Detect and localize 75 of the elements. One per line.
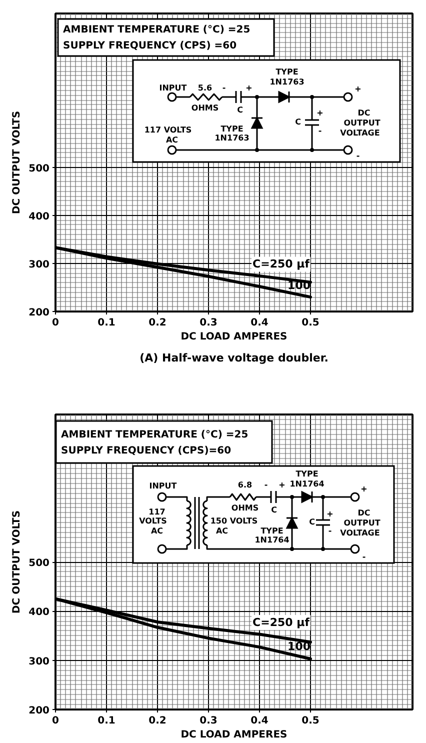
annotation: AC xyxy=(150,526,164,536)
y-axis-title: DC OUTPUT VOLTS xyxy=(12,510,23,614)
annotation: - xyxy=(356,152,360,160)
annotation: + xyxy=(326,510,334,518)
annotation: TYPE xyxy=(260,526,284,536)
x-tick-label: 0.3 xyxy=(200,716,218,726)
annotation: 117 xyxy=(148,508,166,516)
x-tick-label: 0.4 xyxy=(250,318,268,328)
x-tick-label: 0.1 xyxy=(98,716,116,726)
annotation: DC xyxy=(358,508,370,518)
y-tick-label: 200 xyxy=(28,706,50,716)
annotation: INPUT xyxy=(159,84,188,92)
annotation: VOLTAGE xyxy=(340,528,380,538)
series-label: C=250 μf xyxy=(252,258,310,271)
annotation: AC xyxy=(166,136,178,144)
annotation: C xyxy=(237,106,244,114)
y-tick-label: 500 xyxy=(28,163,50,174)
annotation: OHMS xyxy=(231,504,259,512)
series-label: 100 xyxy=(288,640,311,654)
annotation: C xyxy=(309,518,316,526)
annotation: + xyxy=(354,84,362,94)
annotation: VOLTAGE xyxy=(340,128,380,138)
annotation: AMBIENT TEMPERATURE (°C) =25 xyxy=(63,24,250,36)
annotation: 117 VOLTS xyxy=(144,126,192,134)
x-tick-label: 0.1 xyxy=(98,318,116,328)
x-axis-title: DC LOAD AMPERES xyxy=(180,730,288,740)
x-tick-label: 0.5 xyxy=(302,716,320,726)
annotation: - xyxy=(318,126,322,136)
annotation: TYPE xyxy=(296,470,318,478)
annotation: 5.6 xyxy=(198,84,213,92)
annotation: - xyxy=(264,480,268,490)
annotation: TYPE xyxy=(220,124,244,134)
y-tick-label: 200 xyxy=(28,308,50,318)
y-axis-title: DC OUTPUT VOLTS xyxy=(12,110,23,214)
series-label: C=250 μf xyxy=(252,616,310,629)
annotation: 1N1764 xyxy=(290,480,325,488)
x-tick-label: 0.4 xyxy=(250,716,268,726)
annotation: AC xyxy=(216,526,228,536)
x-tick-label: 0.2 xyxy=(148,716,166,726)
y-tick-label: 300 xyxy=(28,259,50,270)
annotation: C xyxy=(295,118,302,126)
annotation: + xyxy=(360,484,368,494)
annotation: SUPPLY FREQUENCY (CPS) =60 xyxy=(63,40,237,52)
x-tick-label: 0.3 xyxy=(200,318,218,328)
annotation: AMBIENT TEMPERATURE (°C) =25 xyxy=(61,430,248,440)
annotation: TYPE xyxy=(276,68,298,76)
y-tick-label: 500 xyxy=(28,558,50,569)
annotation: INPUT xyxy=(149,482,178,490)
annotation: VOLTS xyxy=(139,516,168,526)
y-tick-label: 400 xyxy=(28,211,50,222)
annotation: - xyxy=(362,552,366,562)
annotation: 1N1763 xyxy=(270,78,304,86)
y-tick-label: 300 xyxy=(28,656,50,668)
annotation: DC xyxy=(358,108,370,118)
annotation: C xyxy=(271,506,278,514)
y-tick-label: 400 xyxy=(28,607,50,618)
x-tick-label: 0 xyxy=(52,318,60,328)
annotation: 6.8 xyxy=(238,480,253,490)
annotation: + xyxy=(246,84,252,92)
annotation: 1N1763 xyxy=(214,134,250,142)
text: (A) Half-wave voltage doubler. xyxy=(140,352,328,364)
annotation: OUTPUT xyxy=(344,118,381,128)
x-tick-label: 0 xyxy=(52,716,60,726)
x-tick-label: 0.5 xyxy=(302,318,320,328)
annotation: 150 VOLTS xyxy=(210,516,258,526)
x-axis-title: DC LOAD AMPERES xyxy=(180,332,288,342)
annotation: + xyxy=(278,480,286,490)
annotation: 1N1764 xyxy=(254,536,290,544)
annotation: OHMS xyxy=(191,104,219,112)
annotation: - xyxy=(222,84,226,92)
annotation: - xyxy=(328,526,332,536)
annotation: OUTPUT xyxy=(344,518,381,528)
annotation: SUPPLY FREQUENCY (CPS)=60 xyxy=(61,446,232,456)
annotation: + xyxy=(316,108,324,118)
x-tick-label: 0.2 xyxy=(148,318,166,328)
